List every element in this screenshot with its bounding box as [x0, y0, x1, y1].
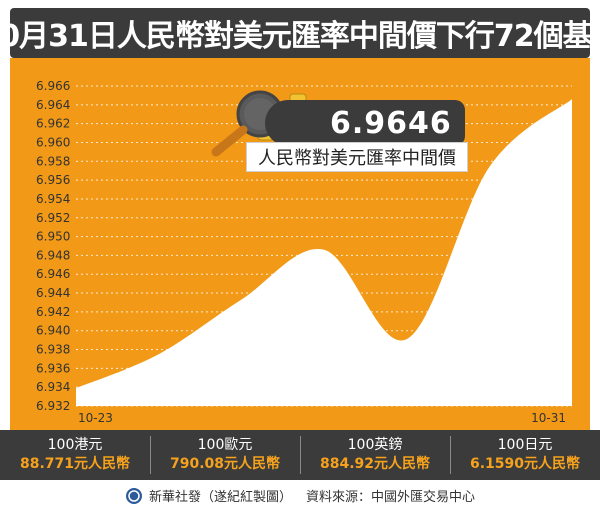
y-tick-label: 6.956 — [36, 173, 70, 187]
y-tick-label: 6.958 — [36, 154, 70, 168]
rate-cell-gbp: 100英鎊 884.92元人民幣 — [300, 430, 450, 480]
rate-cell-hkd: 100港元 88.771元人民幣 — [0, 430, 150, 480]
y-tick-label: 6.948 — [36, 248, 70, 262]
x-tick-label: 10-31 — [531, 411, 566, 425]
rates-bar: 100港元 88.771元人民幣 100歐元 790.08元人民幣 100英鎊 … — [0, 430, 600, 480]
y-tick-label: 6.960 — [36, 135, 70, 149]
highlight-value: 6.9646 — [330, 106, 452, 141]
rate-value: 88.771元人民幣 — [19, 456, 131, 472]
chart-svg: 6.932 6.934 6.936 6.938 6.940 6.942 6.944 6.946… — [36, 79, 572, 425]
y-tick-label: 6.932 — [36, 399, 70, 413]
rate-value: 884.92元人民幣 — [319, 456, 431, 472]
rate-cell-eur: 100歐元 790.08元人民幣 — [150, 430, 300, 480]
rate-divider — [450, 436, 451, 474]
chart-title: 10月31日人民幣對美元匯率中間價下行72個基點 — [0, 19, 600, 54]
y-tick-label: 6.942 — [36, 305, 70, 319]
y-tick-label: 6.944 — [36, 286, 70, 300]
rate-divider — [300, 436, 301, 474]
y-tick-label: 6.940 — [36, 324, 70, 338]
y-tick-label: 6.962 — [36, 117, 70, 131]
rate-name: 100英鎊 — [347, 437, 403, 453]
y-tick-label: 6.964 — [36, 98, 70, 112]
x-tick-label: 10-23 — [78, 411, 113, 425]
value-badge — [265, 100, 465, 146]
y-tick-label: 6.954 — [36, 192, 70, 206]
highlight-label: 人民幣對美元匯率中間價 — [258, 148, 456, 169]
xinhua-logo-icon — [125, 487, 142, 504]
footer-source: 資料來源：中國外匯交易中心 — [306, 490, 476, 505]
title-bar: 10月31日人民幣對美元匯率中間價下行72個基點 — [0, 8, 600, 58]
rate-name: 100港元 — [47, 437, 103, 453]
rate-value: 790.08元人民幣 — [169, 456, 281, 472]
y-tick-label: 6.966 — [36, 79, 70, 93]
series-area — [76, 99, 572, 407]
y-tick-label: 6.950 — [36, 230, 70, 244]
y-tick-label: 6.934 — [36, 380, 70, 394]
rate-name: 100歐元 — [197, 437, 253, 453]
rate-value: 6.1590元人民幣 — [469, 456, 581, 472]
highlight-label-box: 人民幣對美元匯率中間價 — [246, 142, 468, 172]
rate-name: 100日元 — [497, 437, 553, 453]
rate-cell-jpy: 100日元 6.1590元人民幣 — [450, 430, 600, 480]
y-tick-label: 6.938 — [36, 343, 70, 357]
footer: 新華社發（遂紀紅製圖） 資料來源：中國外匯交易中心 — [0, 480, 600, 511]
y-tick-label: 6.936 — [36, 361, 70, 375]
footer-agency: 新華社發（遂紀紅製圖） — [148, 490, 292, 505]
rate-divider — [150, 436, 151, 474]
y-tick-label: 6.946 — [36, 267, 70, 281]
y-tick-label: 6.952 — [36, 211, 70, 225]
